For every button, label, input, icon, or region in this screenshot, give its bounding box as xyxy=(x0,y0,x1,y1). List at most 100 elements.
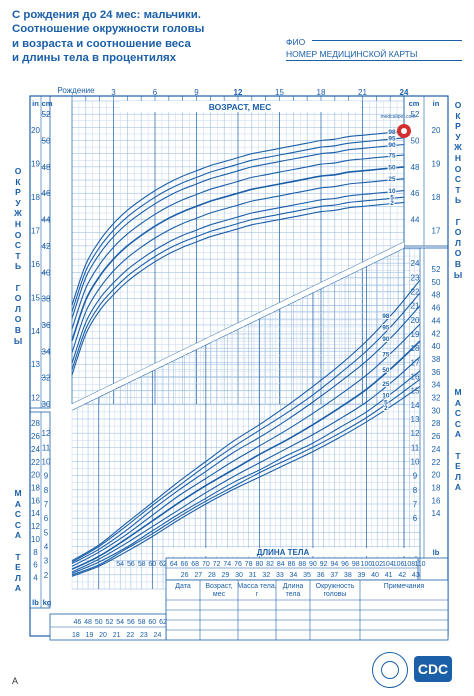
head-curve-p2 xyxy=(71,201,405,376)
bottom-tick-cm: 50 xyxy=(95,619,103,626)
length-tick-in: 33 xyxy=(276,572,284,579)
bottom-tick-cm: 60 xyxy=(148,619,156,626)
length-tick-cm: 102 xyxy=(371,561,383,568)
weight-curve-label: 75 xyxy=(382,351,390,358)
length-tick-cm: 58 xyxy=(138,561,146,568)
weight-tick-lb-right: 52 xyxy=(432,265,441,274)
age-tick-top: 9 xyxy=(194,88,199,97)
weight-curve-label: 5 xyxy=(384,400,388,407)
weight-tick-lb-right: 36 xyxy=(432,368,441,377)
weight-tick-lb: 26 xyxy=(31,432,40,441)
weight-tick-lb-right: 46 xyxy=(432,304,441,313)
length-tick-in: 40 xyxy=(371,572,379,579)
head-tick-in: 15 xyxy=(31,293,40,302)
length-tick-cm: 96 xyxy=(341,561,349,568)
weight-tick-lb-right: 26 xyxy=(432,432,441,441)
weight-tick-lb-right: 14 xyxy=(432,509,441,518)
weight-curve-p75 xyxy=(71,323,421,567)
length-tick-in: 34 xyxy=(290,572,298,579)
weight-tick-kg-right: 20 xyxy=(411,316,420,325)
weight-tick-lb-right: 16 xyxy=(432,496,441,505)
length-tick-cm: 62 xyxy=(159,561,167,568)
weight-tick-lb: 4 xyxy=(33,573,38,582)
separator-band xyxy=(72,242,404,410)
weight-curve-p90 xyxy=(71,305,421,564)
weight-percentile-curves xyxy=(71,279,421,577)
bottom-tick-cm: 56 xyxy=(127,619,135,626)
weight-tick-lb-right: 24 xyxy=(432,445,441,454)
length-tick-in: 28 xyxy=(208,572,216,579)
length-tick-cm: 64 xyxy=(170,561,178,568)
record-field-label: НОМЕР МЕДИЦИНСКОЙ КАРТЫ xyxy=(286,49,418,59)
weight-tick-lb-right: 20 xyxy=(432,471,441,480)
figure-letter: A xyxy=(12,676,19,686)
length-tick-cm: 82 xyxy=(266,561,274,568)
head-curve-p95 xyxy=(71,137,405,312)
length-tick-cm: 66 xyxy=(181,561,189,568)
weight-curve-p10 xyxy=(71,370,421,574)
weight-curve-p95 xyxy=(71,292,421,563)
head-curve-label: 95 xyxy=(388,135,396,142)
weight-curve-label: 90 xyxy=(382,336,390,343)
head-tick-cm: 42 xyxy=(42,242,51,251)
weight-curve-p2 xyxy=(71,385,421,577)
bottom-tick-cm: 54 xyxy=(116,619,124,626)
badge-inner xyxy=(401,128,407,134)
weight-grid xyxy=(71,248,421,590)
weight-tick-kg-right: 24 xyxy=(411,259,420,268)
weight-tick-lb: 12 xyxy=(31,522,40,531)
head-curve-p10 xyxy=(71,190,405,364)
bottom-tick-cm: 52 xyxy=(106,619,114,626)
length-tick-cm: 98 xyxy=(352,561,360,568)
head-tick-cm: 32 xyxy=(42,374,51,383)
weight-tick-kg-right: 16 xyxy=(411,373,420,382)
head-tick-in-right: 17 xyxy=(432,226,441,235)
weight-tick-lb-right: 42 xyxy=(432,329,441,338)
weight-tick-kg-right: 17 xyxy=(411,358,420,367)
head-right-axis xyxy=(403,95,449,247)
weight-curve-label: 98 xyxy=(382,313,390,320)
head-tick-cm: 40 xyxy=(42,268,51,277)
weight-tick-kg-right: 13 xyxy=(411,415,420,424)
head-tick-in-right: 18 xyxy=(432,193,441,202)
weight-tick-kg-right: 8 xyxy=(413,486,418,495)
weight-curve-p50 xyxy=(71,340,421,570)
head-curve-p5 xyxy=(71,196,405,370)
weight-unit-lb-left: lb xyxy=(32,598,39,607)
head-tick-in: 19 xyxy=(31,159,40,168)
head-tick-cm: 38 xyxy=(42,295,51,304)
head-curve-label: 90 xyxy=(388,142,396,149)
head-tick-cm: 36 xyxy=(42,321,51,330)
length-tick-cm: 110 xyxy=(414,561,425,568)
weight-tick-kg-right: 22 xyxy=(411,288,420,297)
weight-left-axis xyxy=(29,411,51,609)
length-tick-cm: 100 xyxy=(361,561,373,568)
head-curve-p25 xyxy=(71,178,405,353)
head-tick-in: 17 xyxy=(31,226,40,235)
length-tick-in: 30 xyxy=(235,572,243,579)
record-field-line[interactable] xyxy=(286,60,462,61)
weight-tick-kg-right: 21 xyxy=(411,302,420,311)
head-tick-cm: 30 xyxy=(42,400,51,409)
weight-tick-lb-right: 18 xyxy=(432,483,441,492)
weight-tick-lb-right: 28 xyxy=(432,419,441,428)
weight-tick-kg-right: 11 xyxy=(411,443,420,452)
name-field-line[interactable] xyxy=(312,40,462,41)
head-tick-in: 18 xyxy=(31,193,40,202)
head-tick-cm-right: 46 xyxy=(411,189,420,198)
head-curve-label: 50 xyxy=(388,164,396,171)
length-tick-cm: 70 xyxy=(202,561,210,568)
weight-tick-lb: 16 xyxy=(31,496,40,505)
weight-tick-kg-right: 15 xyxy=(411,387,420,396)
length-title-band xyxy=(166,548,418,556)
head-unit-in-right: in xyxy=(433,99,440,108)
weight-tick-kg-right: 23 xyxy=(411,273,420,282)
weight-tick-kg-right: 10 xyxy=(411,458,420,467)
site-watermark: medcaliper.com xyxy=(380,114,415,120)
age-title-band xyxy=(120,101,360,112)
length-tick-in: 26 xyxy=(181,572,189,579)
weight-tick-kg: 11 xyxy=(42,443,51,452)
length-axis-title: ДЛИНА ТЕЛА xyxy=(257,548,310,557)
